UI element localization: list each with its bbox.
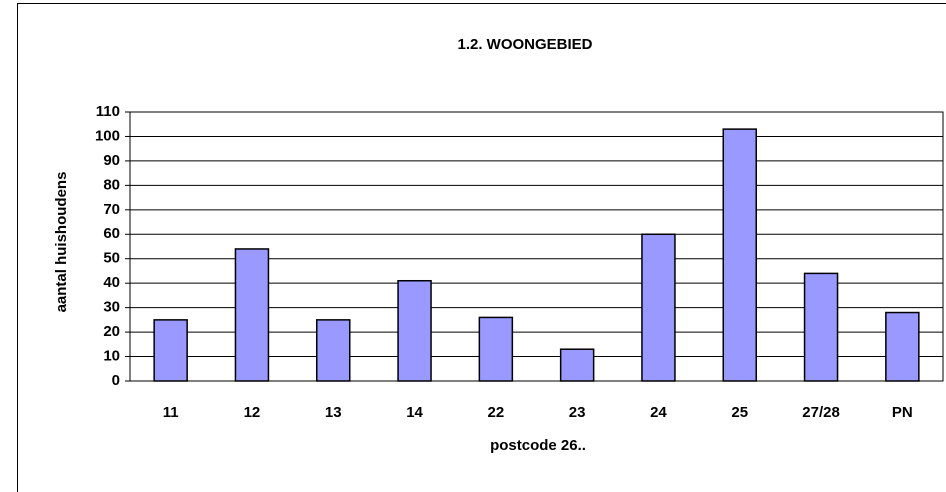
x-tick-label: 23 xyxy=(569,404,586,421)
y-tick-label: 90 xyxy=(103,152,120,169)
x-tick-label: 13 xyxy=(325,404,342,421)
bar xyxy=(641,233,676,382)
y-tick-label: 20 xyxy=(103,323,120,340)
bar xyxy=(234,248,270,382)
bar xyxy=(559,348,595,382)
chart-frame xyxy=(17,3,946,492)
x-tick-label: 22 xyxy=(488,404,505,421)
bar xyxy=(316,319,351,382)
y-tick-label: 30 xyxy=(103,299,120,316)
y-tick-label: 40 xyxy=(103,274,120,291)
bar xyxy=(885,311,920,382)
y-tick-label: 100 xyxy=(95,127,120,144)
plot-area xyxy=(129,111,944,382)
bar xyxy=(153,319,188,382)
x-tick-label: 24 xyxy=(650,404,667,421)
y-axis-label: aantal huishoudens xyxy=(53,172,70,313)
x-tick-label: 27/28 xyxy=(802,404,840,421)
x-tick-label: 11 xyxy=(163,404,179,421)
y-tick-label: 60 xyxy=(103,225,120,242)
x-tick-label: PN xyxy=(892,404,913,421)
y-tick-label: 10 xyxy=(103,348,120,365)
y-tick-label: 0 xyxy=(112,372,120,389)
bar xyxy=(803,272,839,382)
chart-title: 1.2. WOONGEBIED xyxy=(457,36,592,53)
x-tick-label: 14 xyxy=(406,404,423,421)
bar xyxy=(478,316,514,382)
x-tick-label: 25 xyxy=(731,404,748,421)
y-tick-label: 50 xyxy=(103,250,120,267)
bar xyxy=(397,279,432,382)
x-axis-label: postcode 26.. xyxy=(490,437,586,454)
y-tick-label: 70 xyxy=(103,201,120,218)
x-tick-label: 12 xyxy=(244,404,261,421)
bar xyxy=(722,128,757,382)
y-tick-label: 110 xyxy=(96,103,120,120)
y-tick-label: 80 xyxy=(103,176,120,193)
